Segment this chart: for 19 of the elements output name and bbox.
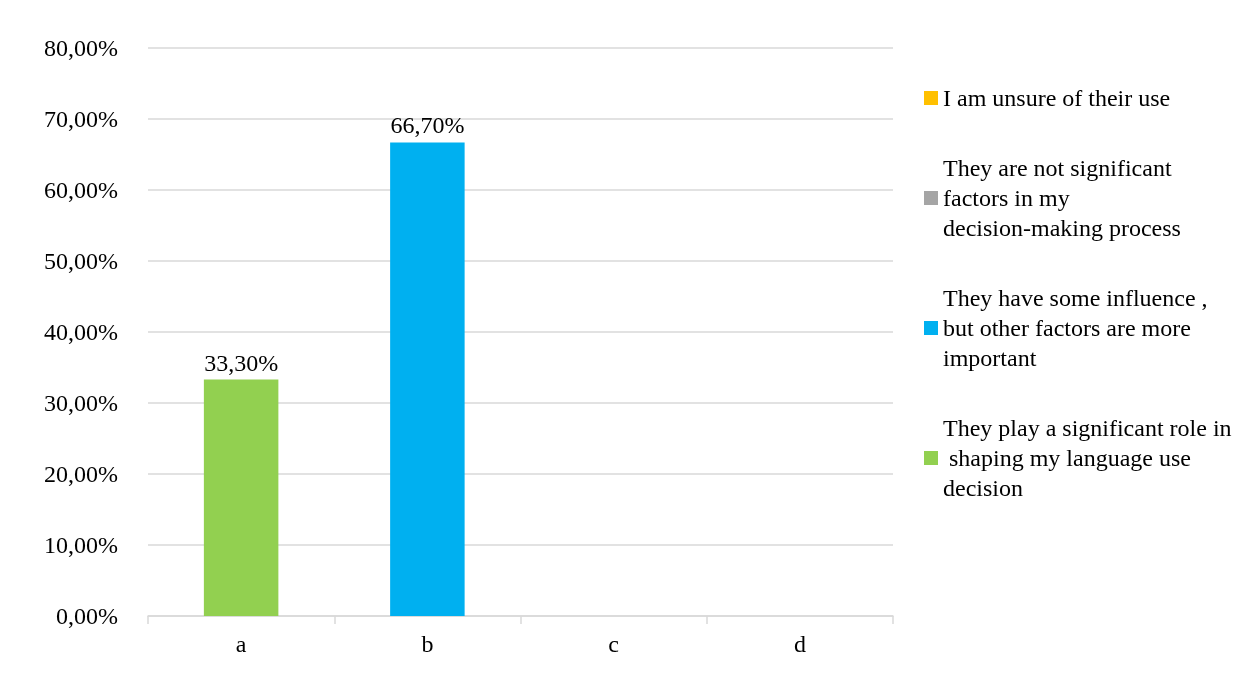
data-label: 66,70% xyxy=(390,112,465,139)
y-tick-label: 0,00% xyxy=(56,603,118,629)
x-tick-label: c xyxy=(608,631,619,657)
y-tick-label: 20,00% xyxy=(44,461,118,487)
data-label: 33,30% xyxy=(204,349,279,376)
y-tick-label: 50,00% xyxy=(44,248,118,274)
legend-label: They have some influence , but other factors are more important xyxy=(943,285,1214,371)
legend-label: I am unsure of their use xyxy=(943,85,1171,111)
y-tick-label: 30,00% xyxy=(44,390,118,416)
x-tick-label: d xyxy=(793,631,806,657)
x-tick-label: a xyxy=(235,631,247,657)
legend-label: They are not significant factors in my decision-making process xyxy=(943,155,1181,241)
x-tick-label: b xyxy=(421,631,434,657)
y-tick-label: 80,00% xyxy=(44,35,118,61)
legend-label: They play a significant role in shaping my language use decision xyxy=(943,415,1232,501)
y-tick-label: 60,00% xyxy=(44,177,118,203)
y-tick-label: 70,00% xyxy=(44,106,118,132)
y-tick-label: 40,00% xyxy=(44,319,118,345)
y-tick-label: 10,00% xyxy=(44,532,118,558)
